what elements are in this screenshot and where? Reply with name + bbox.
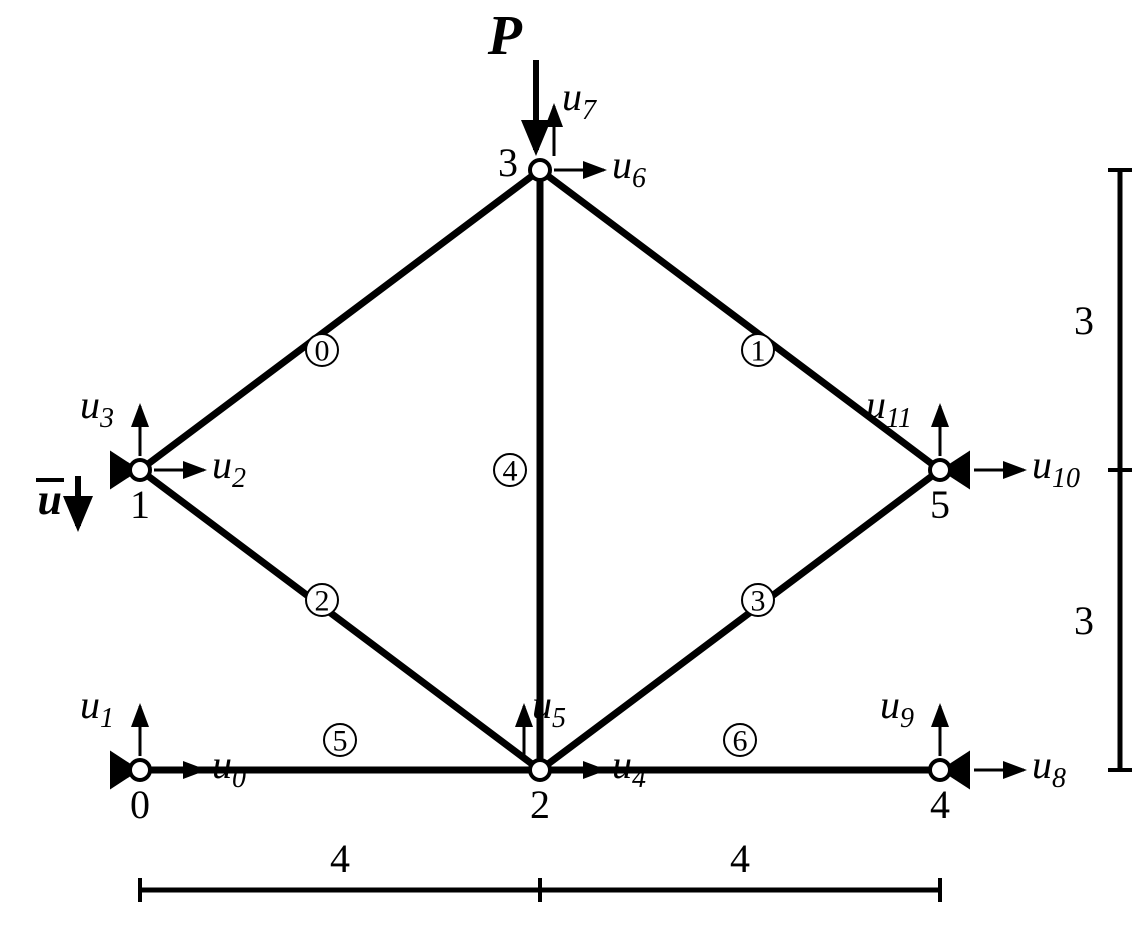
dof-label-u_11: u11 [866, 382, 912, 434]
node-3 [530, 160, 550, 180]
dof-label-u_3: u3 [80, 382, 114, 434]
node-label-1: 1 [130, 482, 150, 527]
node-label-4: 4 [930, 782, 950, 827]
dof-label-u_10: u10 [1032, 442, 1080, 494]
dof-label-u_1: u1 [80, 682, 114, 734]
dof-arrows-layer: u0 u1 u2 u3 u4 u5 u6 u7 u8 u9 u10 u11 [80, 74, 1080, 794]
node-4 [930, 760, 950, 780]
dim-bottom-1: 4 [730, 836, 750, 881]
dof-label-u_4: u4 [612, 742, 646, 794]
member-label-text-2: 2 [315, 585, 330, 618]
node-0 [130, 760, 150, 780]
dof-label-u_6: u6 [612, 142, 646, 194]
dim-right-1: 3 [1074, 598, 1094, 643]
node-2 [530, 760, 550, 780]
dof-label-u_7: u7 [562, 74, 597, 126]
dim-bottom-0: 4 [330, 836, 350, 881]
dof-label-u_9: u9 [880, 682, 914, 734]
dof-label-u_8: u8 [1032, 742, 1066, 794]
dof-label-u_0: u0 [212, 742, 246, 794]
node-1 [130, 460, 150, 480]
member-label-text-6: 6 [733, 725, 748, 758]
node-label-3: 3 [498, 140, 518, 185]
load-label-P: P [487, 5, 523, 67]
truss-diagram: u0u1u2u3u4u5u6u7u8u9u10u11 0123456 Pu 44… [0, 0, 1145, 930]
node-5 [930, 460, 950, 480]
dof-label-u_5: u5 [532, 682, 566, 734]
node-label-2: 2 [530, 782, 550, 827]
member-0 [140, 170, 540, 470]
member-label-text-4: 4 [503, 455, 518, 488]
members-layer [140, 170, 940, 770]
load-label-ubar: u [38, 475, 62, 524]
node-label-5: 5 [930, 482, 950, 527]
dof-label-u_2: u2 [212, 442, 246, 494]
member-label-text-5: 5 [333, 725, 348, 758]
dim-right-0: 3 [1074, 298, 1094, 343]
member-label-text-1: 1 [751, 335, 766, 368]
member-label-text-3: 3 [751, 585, 766, 618]
loads-layer: Pu [36, 5, 536, 526]
member-label-text-0: 0 [315, 335, 330, 368]
node-label-0: 0 [130, 782, 150, 827]
